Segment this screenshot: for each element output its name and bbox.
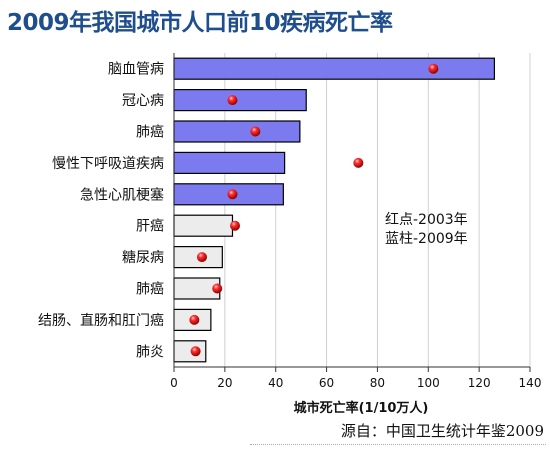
source-note: 源自：中国卫生统计年鉴2009 [340, 422, 544, 440]
x-tick-label-2: 40 [268, 376, 283, 390]
category-label-3: 慢性下呼吸道疾病 [52, 155, 164, 172]
category-label-4: 急性心肌梗塞 [80, 186, 164, 203]
x-axis-label: 城市死亡率(1/10万人) [294, 400, 429, 416]
bar-0 [173, 57, 495, 80]
legend-line-1: 蓝柱-2009年 [385, 231, 468, 247]
x-tick-label-1: 20 [217, 376, 232, 390]
category-label-5: 肝癌 [136, 219, 164, 235]
dot-5 [230, 220, 241, 231]
bar-1 [173, 88, 307, 112]
bar-5 [173, 214, 234, 237]
source-divider [250, 444, 546, 445]
dot-6 [196, 252, 207, 263]
category-label-7: 肺癌 [136, 282, 164, 298]
category-label-9: 肺炎 [136, 344, 164, 360]
category-label-2: 肺癌 [136, 125, 164, 141]
bar-3 [173, 151, 286, 174]
dots [189, 63, 439, 357]
x-tick-label-5: 100 [417, 376, 440, 390]
x-axis: 0 20 40 60 80 100 120 140 [170, 53, 541, 390]
dot-9 [190, 346, 201, 357]
category-label-0: 脑血管病 [108, 62, 164, 78]
chart-title: 2009年我国城市人口前10疾病死亡率 [7, 10, 393, 36]
category-label-6: 糖尿病 [122, 250, 164, 266]
dot-8 [189, 314, 200, 325]
x-tick-label-0: 0 [170, 376, 178, 390]
dot-0 [428, 63, 439, 74]
category-label-8: 结肠、直肠和肛门癌 [38, 312, 164, 329]
x-tick-label-4: 80 [370, 376, 385, 390]
bars [173, 57, 495, 363]
dot-3 [353, 157, 364, 168]
x-tick-label-7: 140 [519, 376, 542, 390]
x-tick-label-3: 60 [319, 376, 334, 390]
category-labels: 脑血管病冠心病肺癌慢性下呼吸道疾病急性心肌梗塞肝癌糖尿病肺癌结肠、直肠和肛门癌肺… [38, 62, 164, 361]
legend-line-0: 红点-2003年 [385, 212, 468, 228]
dot-7 [212, 283, 223, 294]
category-label-1: 冠心病 [122, 93, 164, 109]
dot-4 [227, 189, 238, 200]
dot-2 [250, 126, 261, 137]
bar-9 [173, 340, 207, 363]
bar-2 [173, 120, 301, 143]
dot-1 [227, 95, 238, 106]
x-tick-label-6: 120 [468, 376, 491, 390]
